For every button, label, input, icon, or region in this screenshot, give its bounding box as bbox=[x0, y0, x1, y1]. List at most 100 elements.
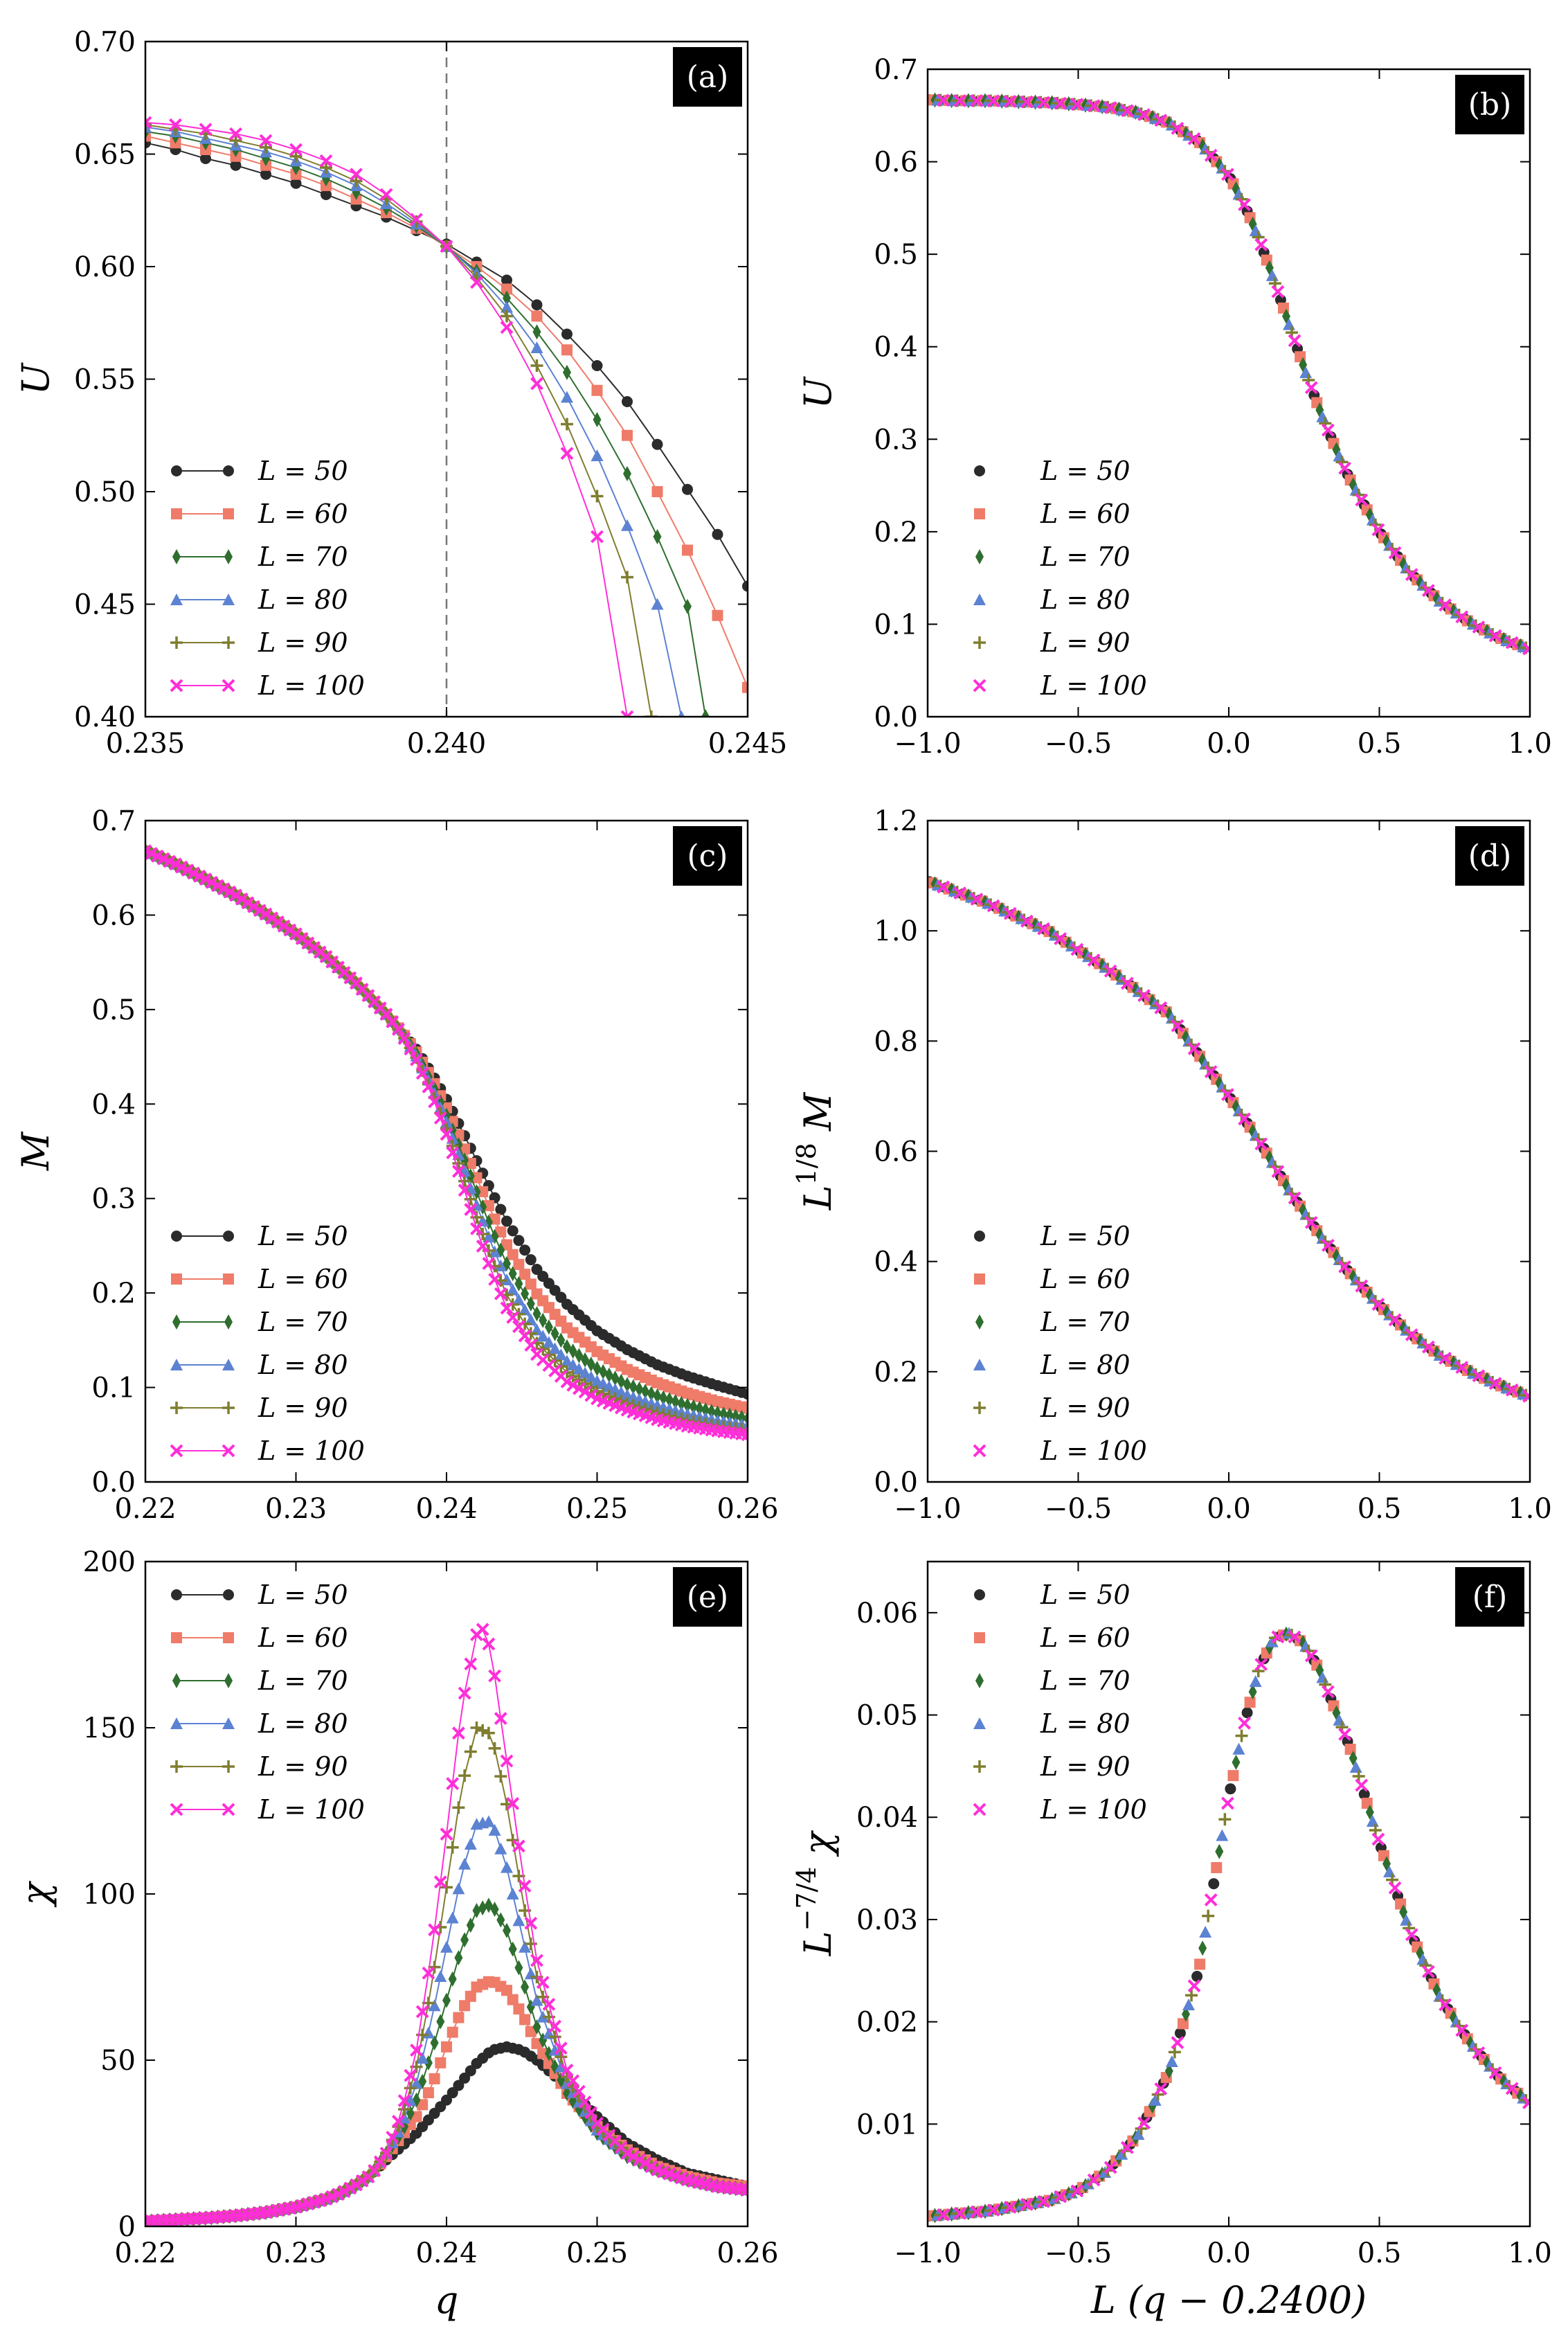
data-point bbox=[521, 1979, 530, 1995]
data-point bbox=[1168, 2046, 1181, 2059]
data-point bbox=[1338, 1260, 1351, 1273]
legend-marker bbox=[974, 465, 985, 476]
data-point bbox=[1355, 493, 1369, 507]
data-point bbox=[1254, 238, 1268, 251]
data-point bbox=[465, 2065, 476, 2077]
data-point bbox=[337, 2185, 351, 2199]
data-point bbox=[1338, 461, 1351, 475]
data-point bbox=[417, 2099, 429, 2111]
data-point bbox=[416, 2052, 429, 2064]
legend-marker bbox=[222, 1803, 235, 1816]
data-point bbox=[494, 1842, 507, 1854]
data-point bbox=[415, 2005, 429, 2019]
data-point bbox=[391, 2114, 405, 2128]
data-point bbox=[506, 1310, 520, 1324]
data-point bbox=[638, 2156, 652, 2170]
data-point bbox=[937, 2208, 950, 2222]
data-point bbox=[566, 1359, 579, 1371]
data-point bbox=[578, 2095, 592, 2109]
x-axis-label: L (q − 0.2400) bbox=[1090, 2278, 1367, 2322]
data-point bbox=[581, 1352, 590, 1368]
legend-entry: L = 80 bbox=[1040, 584, 1130, 615]
data-point bbox=[620, 2146, 634, 2160]
data-point bbox=[501, 301, 513, 313]
y-tick-label: 0.0 bbox=[874, 701, 918, 733]
data-point bbox=[200, 153, 211, 164]
y-tick-label: 0.8 bbox=[874, 1026, 918, 1057]
y-tick-label: 0.05 bbox=[856, 1700, 918, 1732]
data-point bbox=[1220, 168, 1234, 181]
legend-marker bbox=[223, 1589, 234, 1600]
x-tick-label: 0.22 bbox=[114, 2237, 176, 2269]
data-point bbox=[591, 490, 604, 503]
legend-entry: L = 90 bbox=[1040, 1751, 1130, 1782]
data-point bbox=[620, 710, 634, 717]
data-point bbox=[289, 150, 303, 163]
legend-marker bbox=[170, 1402, 183, 1414]
data-point bbox=[1174, 2028, 1186, 2039]
data-point bbox=[458, 1174, 471, 1188]
data-point bbox=[572, 1382, 586, 1395]
legend: L = 50 L = 60 L = 70 L = 80 L = 90 L = 100 bbox=[170, 1580, 365, 1825]
series-line bbox=[145, 2046, 748, 2222]
data-point bbox=[379, 2146, 393, 2160]
data-point bbox=[622, 429, 633, 441]
data-point bbox=[1321, 423, 1335, 437]
data-point bbox=[501, 1215, 512, 1227]
legend-entry: L = 60 bbox=[258, 499, 348, 529]
data-point bbox=[678, 710, 685, 717]
legend-marker bbox=[222, 1444, 235, 1458]
data-point bbox=[537, 1342, 550, 1355]
data-point bbox=[464, 1838, 477, 1850]
data-point bbox=[1037, 922, 1050, 936]
data-point bbox=[1225, 1783, 1236, 1795]
data-point bbox=[464, 1657, 478, 1671]
data-point bbox=[1352, 1770, 1365, 1783]
data-point bbox=[1238, 198, 1251, 211]
legend-marker bbox=[973, 1717, 986, 1729]
data-point bbox=[386, 2130, 399, 2144]
x-tick-label: 0.5 bbox=[1358, 2237, 1402, 2269]
data-point bbox=[1204, 1893, 1218, 1906]
data-point bbox=[430, 2035, 439, 2051]
data-point bbox=[404, 1042, 417, 1056]
data-point bbox=[453, 2012, 465, 2023]
data-point bbox=[501, 310, 513, 323]
data-point bbox=[1488, 629, 1502, 643]
panel-label: (e) bbox=[687, 1580, 728, 1615]
data-point bbox=[542, 1348, 555, 1361]
data-point bbox=[452, 1882, 465, 1895]
data-point bbox=[1191, 1970, 1203, 1982]
legend-marker bbox=[974, 1589, 985, 1600]
data-point bbox=[536, 1976, 550, 1990]
data-point bbox=[470, 1722, 483, 1734]
data-point bbox=[593, 1361, 602, 1377]
data-point bbox=[530, 377, 543, 391]
data-point bbox=[1366, 1814, 1379, 1827]
legend-marker bbox=[171, 1273, 182, 1285]
x-tick-label: −1.0 bbox=[894, 728, 961, 760]
data-point bbox=[1349, 1761, 1362, 1773]
data-point bbox=[1365, 1804, 1374, 1820]
series-line bbox=[145, 131, 707, 717]
data-point bbox=[1120, 104, 1134, 118]
data-point bbox=[566, 1378, 580, 1392]
data-point bbox=[532, 324, 541, 340]
data-point bbox=[1288, 1191, 1301, 1205]
y-tick-label: 0.55 bbox=[74, 364, 136, 396]
data-point bbox=[623, 466, 631, 481]
data-point bbox=[415, 1066, 429, 1080]
legend-entry: L = 70 bbox=[1040, 542, 1130, 572]
data-point bbox=[1204, 1065, 1218, 1078]
legend-entry: L = 90 bbox=[258, 1393, 348, 1423]
data-point bbox=[350, 168, 363, 181]
data-point bbox=[508, 1941, 517, 1957]
data-point bbox=[1020, 95, 1034, 109]
data-point bbox=[561, 391, 573, 403]
data-point bbox=[953, 2206, 967, 2220]
data-point bbox=[512, 1914, 525, 1927]
data-point bbox=[145, 130, 151, 142]
legend-marker bbox=[223, 1273, 234, 1285]
data-point bbox=[970, 893, 984, 906]
data-point bbox=[277, 919, 291, 933]
